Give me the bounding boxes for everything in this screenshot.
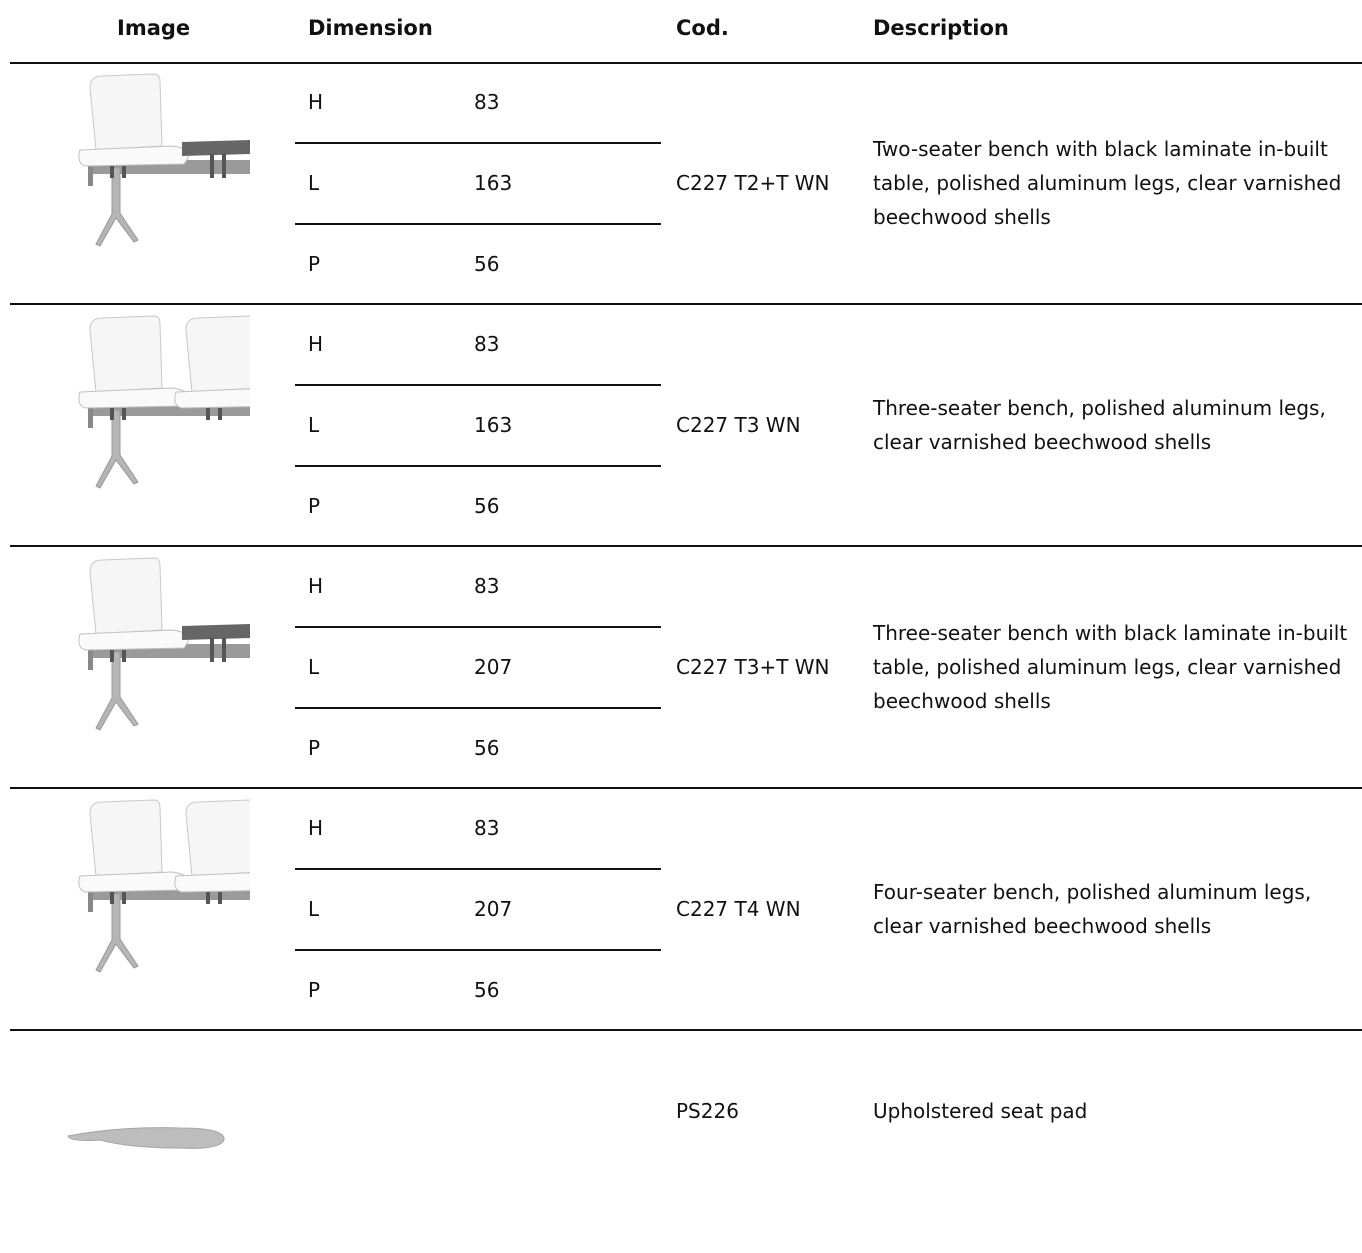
product-image: [60, 794, 285, 994]
dimension-label: L: [308, 413, 320, 437]
dimension-label: P: [308, 494, 321, 518]
header-code: Cod.: [676, 16, 729, 40]
dimension-label: L: [308, 171, 320, 195]
dimension-value: 163: [474, 171, 513, 195]
header-description: Description: [873, 16, 1009, 40]
dimension-label: H: [308, 574, 324, 598]
dimension-rule: [295, 384, 661, 386]
dimension-rule: [295, 626, 661, 628]
product-description: Two-seater bench with black laminate in-…: [873, 137, 1342, 229]
dimension-rule: [295, 868, 661, 870]
header-image: Image: [117, 16, 191, 40]
product-description: Four-seater bench, polished aluminum leg…: [873, 880, 1312, 938]
row-rule: [10, 545, 1362, 547]
product-image: [60, 552, 250, 752]
product-image: [60, 68, 250, 268]
product-code: C227 T3 WN: [676, 413, 801, 437]
dimension-rule: [295, 223, 661, 225]
dimension-value: 83: [474, 816, 500, 840]
product-image: [60, 1036, 250, 1236]
dimension-value: 83: [474, 90, 500, 114]
dimension-label: P: [308, 252, 321, 276]
dimension-value: 56: [474, 736, 500, 760]
product-drawing: [67, 1127, 225, 1149]
header-dimension: Dimension: [308, 16, 433, 40]
dimension-value: 163: [474, 413, 513, 437]
dimension-rule: [295, 465, 661, 467]
product-image: [60, 310, 285, 510]
product-code: C227 T3+T WN: [676, 655, 830, 679]
dimension-label: L: [308, 897, 320, 921]
product-drawing: [78, 73, 250, 247]
dimension-rule: [295, 142, 661, 144]
product-drawing: [78, 557, 250, 731]
dimension-rule: [295, 949, 661, 951]
header-rule: [10, 62, 1362, 64]
dimension-label: H: [308, 816, 324, 840]
row-rule: [10, 1029, 1362, 1031]
dimension-value: 83: [474, 332, 500, 356]
dimension-value: 83: [474, 574, 500, 598]
dimension-value: 56: [474, 494, 500, 518]
product-description: Three-seater bench, polished aluminum le…: [873, 396, 1326, 454]
dimension-value: 207: [474, 655, 513, 679]
dimension-label: H: [308, 90, 324, 114]
product-code: C227 T4 WN: [676, 897, 801, 921]
product-code: PS226: [676, 1099, 739, 1123]
dimension-label: P: [308, 736, 321, 760]
dimension-value: 56: [474, 978, 500, 1002]
product-code: C227 T2+T WN: [676, 171, 830, 195]
dimension-value: 207: [474, 897, 513, 921]
dimension-label: L: [308, 655, 320, 679]
product-drawing: [78, 799, 285, 973]
dimension-label: H: [308, 332, 324, 356]
row-rule: [10, 303, 1362, 305]
product-description: Three-seater bench with black laminate i…: [873, 621, 1348, 713]
dimension-rule: [295, 707, 661, 709]
dimension-label: P: [308, 978, 321, 1002]
product-drawing: [78, 315, 285, 489]
dimension-value: 56: [474, 252, 500, 276]
row-rule: [10, 787, 1362, 789]
product-description: Upholstered seat pad: [873, 1099, 1088, 1123]
